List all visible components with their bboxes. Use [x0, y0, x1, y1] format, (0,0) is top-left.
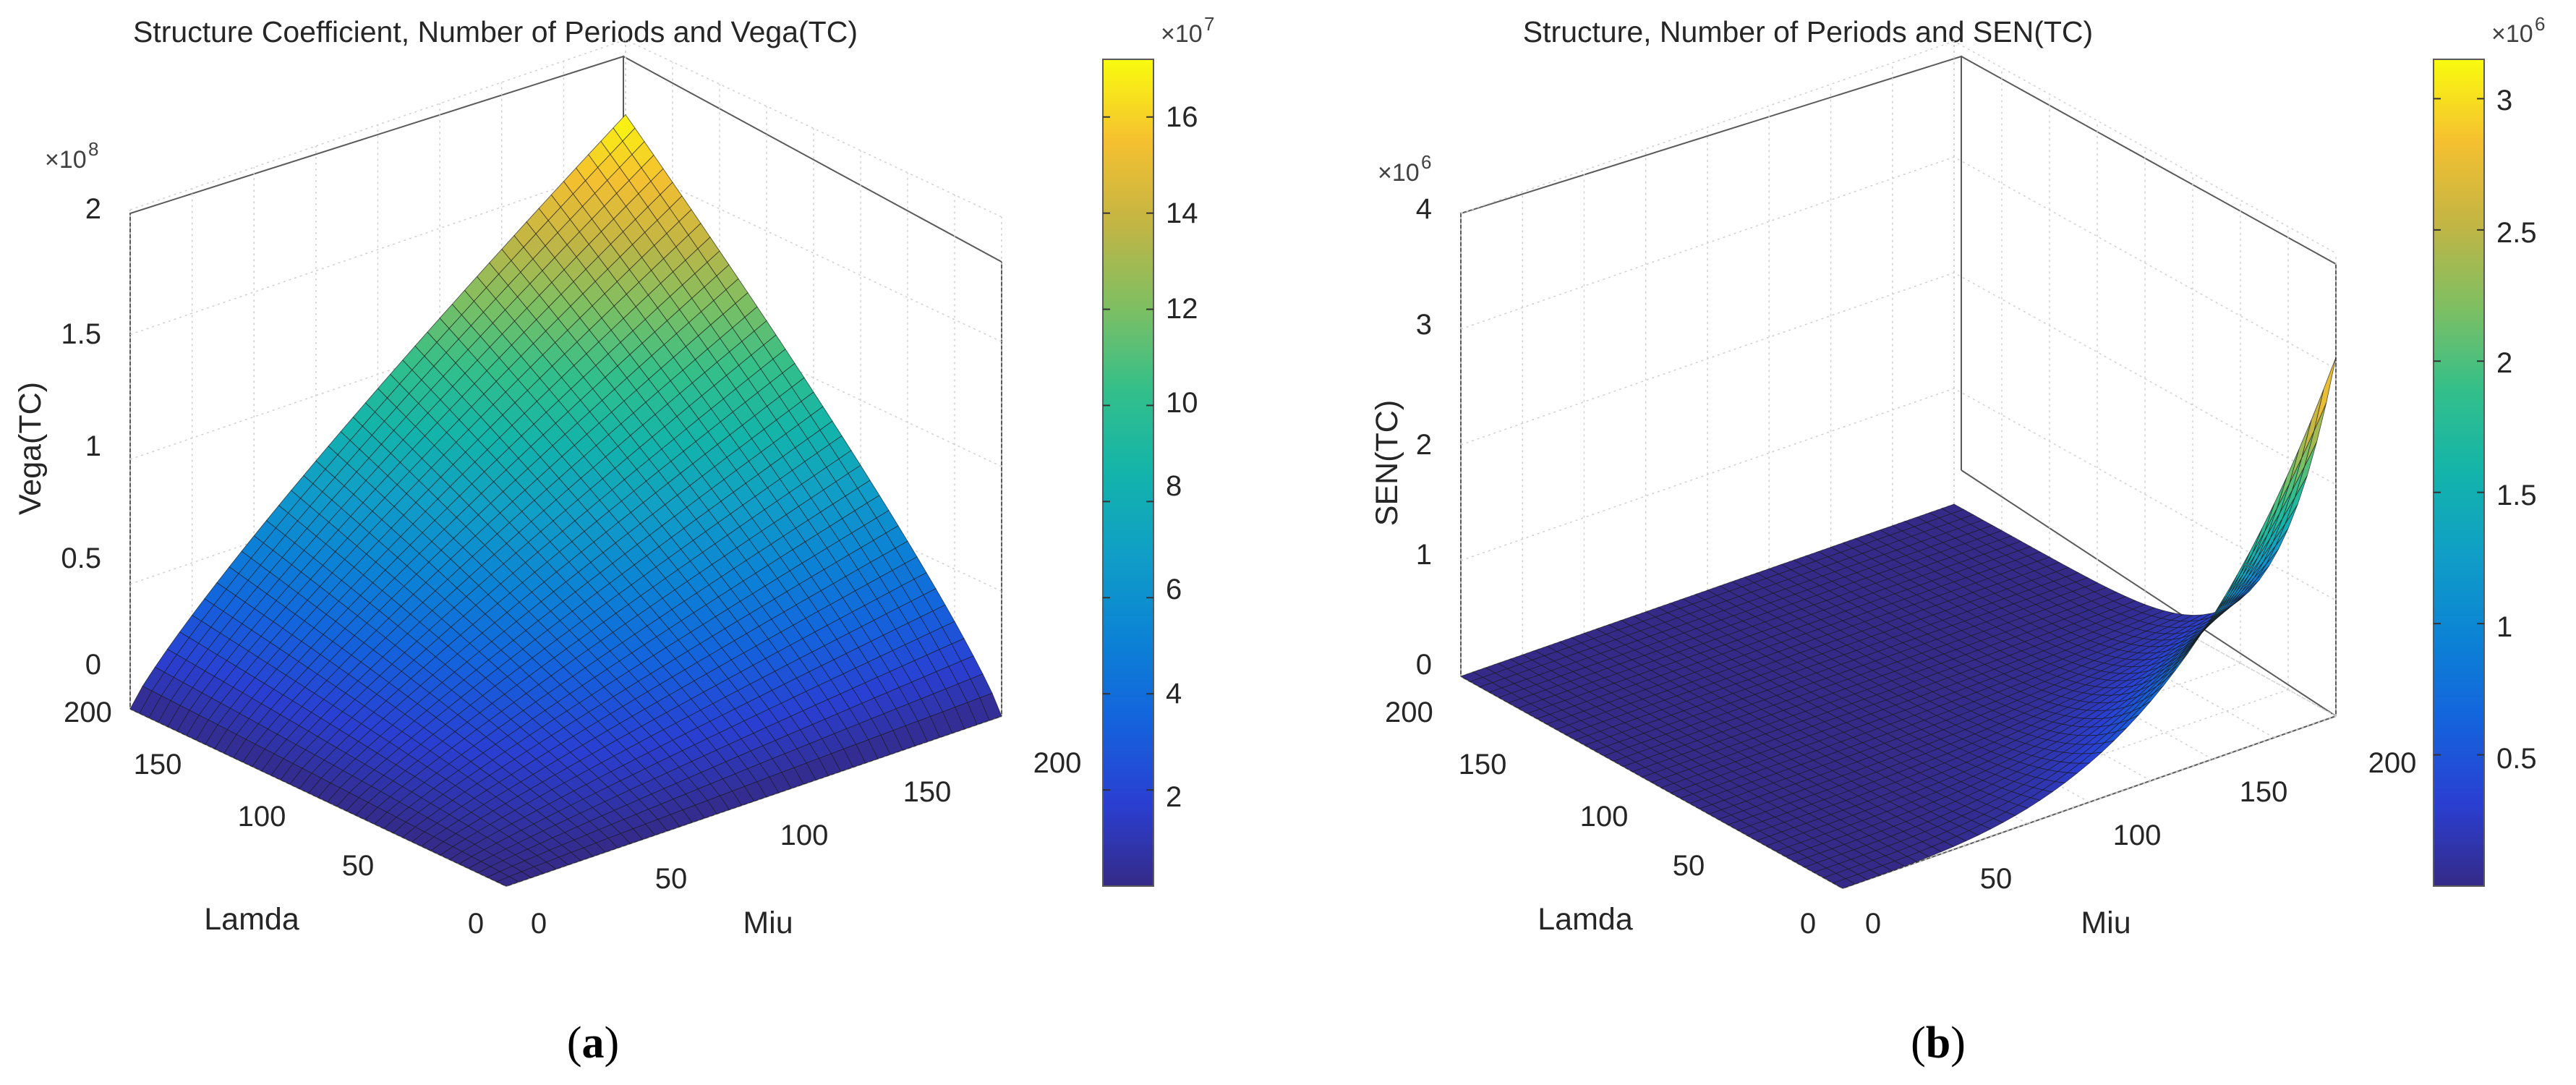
panel-a-title: Structure Coefficient, Number of Periods… [133, 15, 858, 48]
panel-b-z-label: SEN(TC) [1370, 400, 1404, 526]
panel-b-lamda-tick-0: 0 [1800, 908, 1816, 940]
panel-a-miu-tick-0: 0 [531, 908, 547, 940]
panel-b-z-tick-4: 4 [1416, 193, 1432, 225]
panel-a-z-exponent: ×10 8 [45, 138, 98, 174]
panel-a-colorbar-gradient [1102, 59, 1154, 887]
panel-a-cb-tick-12: 12 [1166, 293, 1198, 325]
panel-a-cb-tick-8: 8 [1166, 470, 1182, 502]
panel-b-miu-tick-50: 50 [1980, 863, 2013, 895]
panel-a-z-label: Vega(TC) [13, 382, 48, 515]
panel-a-z-tick-4: 2 [85, 193, 101, 225]
panel-a-z-tick-0: 0 [85, 649, 101, 681]
panel-b-z-exponent: ×10 6 [1378, 151, 1431, 187]
panel-a-surface-cell [496, 876, 520, 887]
panel-a-cb-tick-16: 16 [1166, 101, 1198, 133]
panel-b-surface-cell [1832, 878, 1856, 889]
panel-b-cb-exponent-power: 6 [2535, 13, 2545, 35]
panel-b-miu-tick-0: 0 [1865, 908, 1881, 940]
panel-a-z-ticks: 0 0.5 1 1.5 2 [61, 193, 101, 681]
panel-a-miu-tick-100: 100 [780, 820, 829, 851]
panel-a-miu-tick-200: 200 [1033, 747, 1082, 779]
panel-a-cb-tick-6: 6 [1166, 574, 1182, 605]
panel-a-colorbar: 2 4 6 8 10 12 14 16 ×10 7 [1102, 13, 1214, 887]
panel-a-lamda-label: Lamda [204, 902, 299, 937]
panel-a: Structure Coefficient, Number of Periods… [13, 13, 1214, 1068]
panel-a-label: (a) [567, 1018, 619, 1068]
panel-a-letter: a [582, 1018, 605, 1068]
panel-a-miu-tick-50: 50 [655, 863, 688, 895]
panel-b-lamda-tick-50: 50 [1673, 850, 1705, 882]
panel-b-miu-tick-200: 200 [2368, 747, 2417, 779]
panel-b-colorbar: 0.5 1 1.5 2 2.5 3 ×10 6 [2433, 13, 2545, 887]
panel-a-cb-tick-10: 10 [1166, 387, 1198, 419]
panel-b-title: Structure, Number of Periods and SEN(TC) [1523, 15, 2093, 48]
panel-a-lamda-tick-200: 200 [64, 697, 112, 728]
panel-a-lamda-tick-100: 100 [238, 801, 286, 833]
panel-a-surface [129, 114, 1002, 887]
panel-b-z-tick-2: 2 [1416, 429, 1432, 461]
panel-b-surface [1460, 357, 2337, 889]
panel-b-lamda-tick-100: 100 [1580, 801, 1629, 833]
panel-a-z-exponent-base: ×10 [45, 146, 87, 174]
panel-a-cb-tick-2: 2 [1166, 781, 1182, 813]
panel-b-cb-exponent-base: ×10 [2491, 20, 2533, 48]
panel-b: Structure, Number of Periods and SEN(TC)… [1370, 13, 2545, 1068]
panel-a-miu-tick-150: 150 [903, 776, 952, 808]
panel-b-cb-tick-2.5: 2.5 [2496, 217, 2537, 249]
panel-b-lamda-tick-200: 200 [1385, 697, 1433, 728]
panel-b-cb-tick-1: 1 [2496, 611, 2512, 643]
panel-b-miu-ticks: 0 50 100 150 200 [1865, 747, 2417, 940]
panel-a-z-exponent-power: 8 [88, 138, 98, 160]
panel-a-colorbar-ticks [1103, 116, 1153, 791]
panel-b-z-tick-0: 0 [1416, 649, 1432, 681]
panel-b-z-tick-3: 3 [1416, 309, 1432, 341]
panel-b-cb-tick-3: 3 [2496, 85, 2512, 116]
panel-b-surface-cell [2313, 357, 2337, 431]
panel-a-lamda-ticks: 200 150 100 50 0 [64, 697, 484, 940]
panel-b-cb-tick-1.5: 1.5 [2496, 480, 2537, 511]
panel-b-lamda-label: Lamda [1538, 902, 1633, 937]
panel-b-miu-tick-150: 150 [2240, 776, 2288, 808]
panel-a-cb-tick-14: 14 [1166, 197, 1198, 229]
panel-b-label: (b) [1911, 1018, 1966, 1068]
panel-a-z-tick-2: 1 [85, 430, 101, 462]
panel-b-cb-tick-0.5: 0.5 [2496, 743, 2537, 775]
panel-b-lamda-tick-150: 150 [1459, 749, 1507, 780]
panel-a-cb-exponent-base: ×10 [1161, 20, 1203, 48]
panel-a-lamda-tick-150: 150 [134, 749, 182, 780]
panel-b-letter: b [1926, 1018, 1950, 1068]
panel-a-miu-ticks: 0 50 100 150 200 [531, 747, 1082, 940]
panel-a-cb-exponent-power: 7 [1204, 13, 1214, 35]
panel-a-lamda-tick-0: 0 [468, 908, 484, 940]
panel-b-colorbar-gradient [2433, 59, 2485, 887]
panel-b-miu-label: Miu [2081, 906, 2131, 940]
panel-b-z-tick-1: 1 [1416, 539, 1432, 571]
panel-b-z-ticks: 0 1 2 3 4 [1416, 193, 1432, 681]
panel-b-colorbar-ticks [2434, 98, 2484, 756]
panel-b-z-exponent-power: 6 [1421, 151, 1431, 173]
panel-a-lamda-tick-50: 50 [342, 850, 375, 882]
panel-a-z-tick-3: 1.5 [61, 318, 101, 350]
panel-a-z-tick-1: 0.5 [61, 542, 101, 574]
panel-b-miu-tick-100: 100 [2113, 820, 2162, 851]
panel-b-z-exponent-base: ×10 [1378, 159, 1420, 187]
panel-b-cb-tick-2: 2 [2496, 347, 2512, 379]
panel-a-miu-label: Miu [743, 906, 793, 940]
panel-b-lamda-ticks: 200 150 100 50 0 [1385, 697, 1816, 940]
panel-a-cb-tick-4: 4 [1166, 678, 1182, 710]
